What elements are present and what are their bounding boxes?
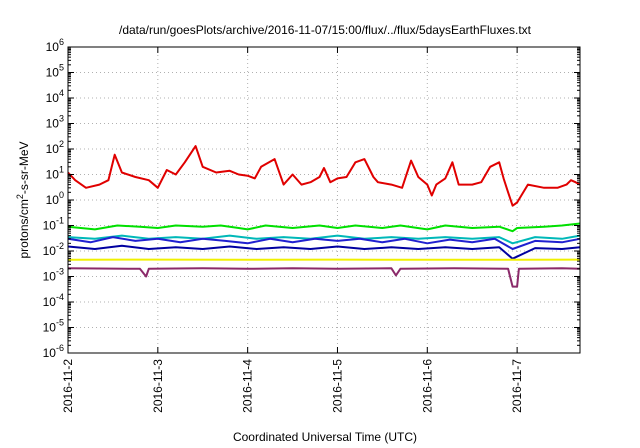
y-tick-label: 103 (46, 114, 64, 131)
y-tick-label: 105 (46, 63, 64, 80)
y-tick-label: 10-2 (43, 241, 64, 258)
y-tick-label: 101 (46, 165, 64, 182)
series-line-1 (67, 145, 581, 207)
series-line-5 (67, 244, 581, 260)
chart-title: /data/run/goesPlots/archive/2016-11-07/1… (119, 23, 532, 37)
y-tick-label: 100 (46, 190, 64, 207)
y-axis-label-suffix: -s-sr-MeV (17, 141, 31, 194)
y-tick-label: 10-5 (43, 318, 64, 335)
y-tick-label: 102 (46, 139, 64, 156)
y-axis-label: protons/cm2-s-sr-MeV (15, 141, 31, 258)
x-tick-label: 2016-11-3 (151, 359, 165, 413)
x-tick-label: 2016-11-6 (420, 359, 434, 413)
x-tick-label: 2016-11-7 (510, 359, 524, 413)
y-tick-label: 104 (46, 88, 64, 105)
y-tick-label: 10-6 (43, 343, 64, 360)
x-tick-label: 2016-11-4 (241, 359, 255, 413)
y-axis-ticks: 10-6 10-5 10-4 10-3 10-2 10-1 100 101 102 103 104 1… (43, 37, 580, 360)
grid-lines (68, 47, 580, 353)
y-axis-label-prefix: protons/cm (17, 199, 31, 258)
series-line-7 (67, 267, 581, 288)
x-tick-label: 2016-11-5 (330, 359, 344, 413)
x-axis-ticks: 2016-11-2 2016-11-3 2016-11-4 2016-11-5 2016… (61, 47, 524, 413)
y-tick-label: 10-3 (43, 267, 64, 284)
y-axis-label-sup: 2 (15, 194, 25, 199)
y-tick-label: 10-4 (43, 292, 64, 309)
x-tick-label: 2016-11-2 (61, 359, 75, 413)
series-line-4 (67, 236, 581, 250)
y-tick-label: 10-1 (43, 216, 64, 233)
y-tick-label: 106 (46, 37, 64, 54)
series-line-2 (67, 222, 581, 233)
x-axis-label: Coordinated Universal Time (UTC) (233, 430, 417, 444)
series-layer (67, 145, 581, 288)
